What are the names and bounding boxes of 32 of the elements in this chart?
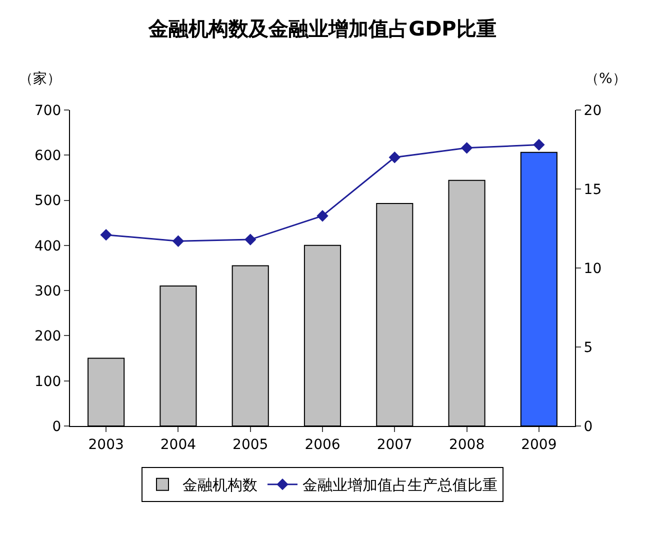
y-tick-label: 400 — [34, 238, 62, 254]
point — [388, 152, 400, 164]
legend-label: 金融业增加值占生产总值比重 — [302, 476, 498, 494]
x-tick-label: 2008 — [448, 436, 485, 453]
y-tick-label: 0 — [52, 418, 62, 435]
point — [100, 228, 112, 241]
y-tick-label: 700 — [34, 102, 62, 119]
x-tick-label: 2007 — [376, 436, 412, 453]
point — [533, 138, 545, 151]
point — [316, 210, 328, 222]
y-tick-label: 300 — [34, 283, 62, 300]
y2-axis-title: （%） — [585, 71, 626, 87]
legend-label: 金融机构数 — [182, 476, 258, 494]
y2-tick-label: 10 — [584, 260, 602, 277]
y-tick-label: 200 — [34, 328, 62, 345]
chart-title: 金融机构数及金融业增加值占GDP比重 — [148, 16, 496, 40]
y2-tick-label: 5 — [584, 340, 593, 356]
y-tick-label: 600 — [34, 148, 62, 164]
y2-tick-label: 0 — [584, 418, 593, 435]
y-tick-label: 100 — [34, 374, 62, 390]
x-tick-label: 2003 — [88, 436, 124, 453]
x-tick-label: 2005 — [232, 436, 268, 453]
y-tick-label: 500 — [34, 193, 62, 210]
point — [460, 142, 473, 154]
y2-tick-label: 15 — [584, 182, 602, 198]
x-tick-label: 2009 — [521, 436, 557, 453]
x-tick-label: 2004 — [160, 436, 196, 453]
point — [172, 235, 184, 247]
x-tick-label: 2006 — [304, 436, 340, 453]
y-axis-title: （家） — [19, 71, 61, 87]
y2-tick-label: 20 — [584, 102, 602, 119]
point — [244, 234, 256, 246]
